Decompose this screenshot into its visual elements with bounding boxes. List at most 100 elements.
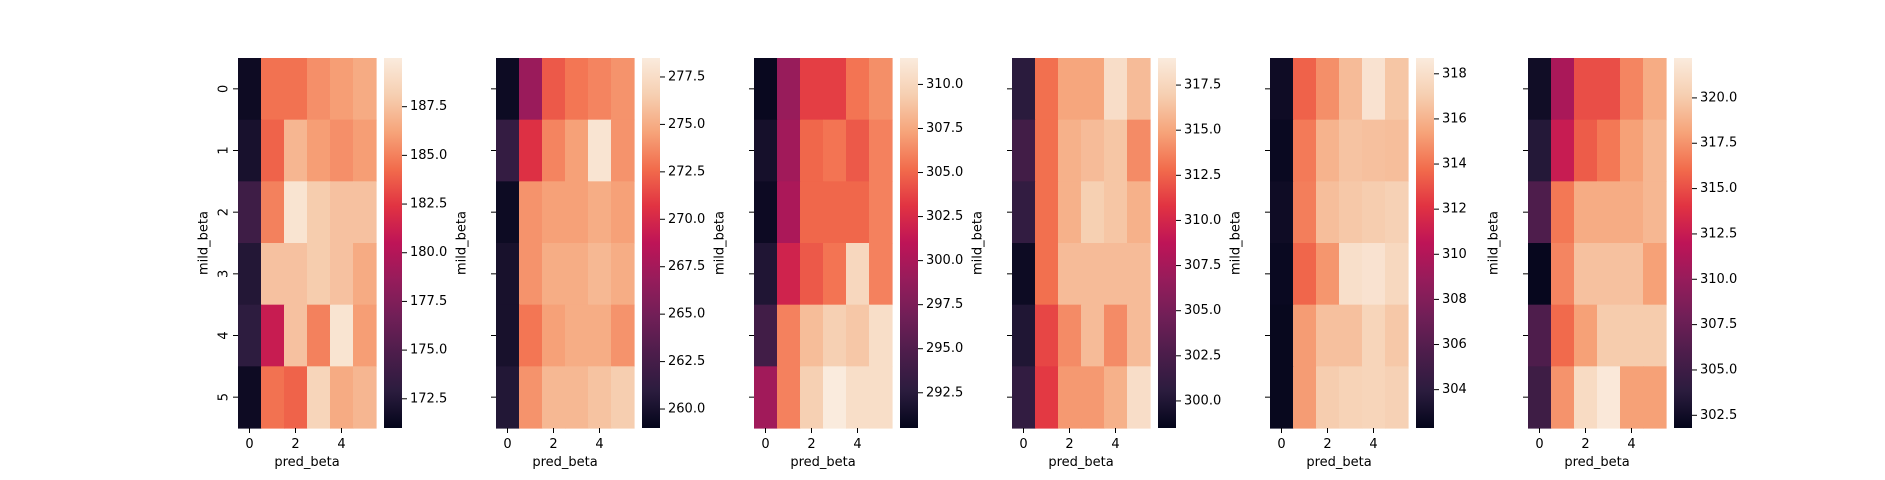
heatmap-cell-r5-c0 — [1012, 366, 1036, 429]
heatmap-cell-r3-c0 — [1012, 243, 1036, 306]
heatmap-cell-r4-c3 — [823, 304, 847, 367]
colorbar-tick-label: 312.5 — [1700, 226, 1737, 241]
colorbar-tick-label: 180.0 — [410, 245, 447, 260]
heatmap-cell-r0-c1 — [261, 58, 285, 121]
heatmap-cell-r4-c0 — [1012, 304, 1036, 367]
heatmap-cell-r2-c5 — [611, 181, 635, 244]
heatmap-cell-r5-c5 — [1127, 366, 1151, 429]
heatmap-cell-r3-c5 — [353, 243, 377, 306]
heatmap-cell-r4-c2 — [284, 304, 308, 367]
heatmap-cell-r2-c2 — [1316, 181, 1340, 244]
heatmap-cell-r4-c0 — [754, 304, 778, 367]
heatmap-cell-r5-c3 — [823, 366, 847, 429]
heatmap-cell-r3-c2 — [1574, 243, 1598, 306]
heatmap-cell-r2-c5 — [1643, 181, 1667, 244]
colorbar-tick-label: 312.5 — [1184, 168, 1221, 183]
y-tick-label: 5 — [217, 393, 232, 401]
colorbar-tick-label: 310.0 — [926, 77, 963, 92]
colorbar — [900, 58, 918, 428]
colorbar-tick-label: 315.0 — [1184, 123, 1221, 138]
colorbar-tick-label: 265.0 — [668, 307, 705, 322]
heatmap-cell-r0-c2 — [1058, 58, 1082, 121]
heatmap-cell-r1-c1 — [519, 119, 543, 182]
colorbar-tick-label: 302.5 — [1700, 408, 1737, 423]
colorbar-tick-label: 310 — [1442, 247, 1467, 262]
heatmap-cell-r4-c0 — [238, 304, 262, 367]
heatmap-cell-r1-c3 — [307, 119, 331, 182]
y-tick-label: 0 — [217, 85, 232, 93]
y-axis-label: mild_beta — [455, 211, 470, 275]
heatmap-cell-r3-c2 — [542, 243, 566, 306]
heatmap-cell-r3-c1 — [1551, 243, 1575, 306]
heatmap-cell-r2-c3 — [1081, 181, 1105, 244]
heatmap-cell-r3-c2 — [1316, 243, 1340, 306]
heatmap-cell-r2-c5 — [869, 181, 893, 244]
heatmap-cell-r1-c1 — [261, 119, 285, 182]
heatmap-cell-r1-c4 — [330, 119, 354, 182]
heatmap-cell-r2-c1 — [519, 181, 543, 244]
x-tick-label: 0 — [503, 437, 511, 452]
heatmap-cell-r4-c2 — [800, 304, 824, 367]
heatmap-cell-r2-c1 — [261, 181, 285, 244]
heatmap-cell-r5-c2 — [284, 366, 308, 429]
heatmap-cell-r0-c4 — [1104, 58, 1128, 121]
heatmap-cell-r0-c1 — [1293, 58, 1317, 121]
heatmap-cell-r3-c0 — [1528, 243, 1552, 306]
colorbar-tick-label: 320.0 — [1700, 90, 1737, 105]
x-tick-label: 2 — [1065, 437, 1073, 452]
heatmap-cell-r5-c5 — [611, 366, 635, 429]
heatmap-cell-r3-c5 — [611, 243, 635, 306]
heatmap-cell-r0-c3 — [307, 58, 331, 121]
colorbar — [1158, 58, 1176, 428]
heatmap-cell-r0-c3 — [565, 58, 589, 121]
heatmap-cell-r5-c2 — [800, 366, 824, 429]
heatmap-cell-r0-c5 — [1127, 58, 1151, 121]
heatmap-cell-r2-c2 — [800, 181, 824, 244]
heatmap-cell-r1-c0 — [754, 119, 778, 182]
heatmap-cell-r0-c0 — [1012, 58, 1036, 121]
heatmap-cell-r0-c5 — [1643, 58, 1667, 121]
heatmap-cell-r5-c4 — [330, 366, 354, 429]
colorbar-tick-label: 305.0 — [926, 165, 963, 180]
heatmap-cell-r3-c4 — [1362, 243, 1386, 306]
colorbar-tick-label: 187.5 — [410, 99, 447, 114]
heatmap-cell-r3-c2 — [1058, 243, 1082, 306]
heatmap-cell-r2-c1 — [1551, 181, 1575, 244]
heatmap-cell-r1-c2 — [1574, 119, 1598, 182]
heatmap-cell-r3-c0 — [238, 243, 262, 306]
x-tick-label: 4 — [1369, 437, 1377, 452]
heatmap-cell-r0-c0 — [496, 58, 520, 121]
x-tick-label: 4 — [1111, 437, 1119, 452]
heatmap-cell-r2-c4 — [1104, 181, 1128, 244]
heatmap-cell-r5-c4 — [846, 366, 870, 429]
heatmap-cell-r5-c1 — [1035, 366, 1059, 429]
colorbar-tick-label: 306 — [1442, 337, 1467, 352]
y-tick-label: 2 — [217, 208, 232, 216]
heatmap-cell-r1-c4 — [588, 119, 612, 182]
heatmap-cell-r0-c2 — [800, 58, 824, 121]
heatmap-cell-r4-c2 — [542, 304, 566, 367]
heatmap-cell-r0-c3 — [823, 58, 847, 121]
heatmap-cell-r5-c3 — [307, 366, 331, 429]
colorbar — [1416, 58, 1434, 428]
heatmap-panel-2: 0 2 4 pred_beta mild_beta 260.0 262.5 265.0 267.… — [455, 58, 705, 470]
heatmap-cell-r2-c0 — [496, 181, 520, 244]
heatmap-cell-r1-c0 — [238, 119, 262, 182]
heatmap-cell-r0-c5 — [611, 58, 635, 121]
colorbar-tick-label: 317.5 — [1700, 136, 1737, 151]
heatmap-cell-r1-c2 — [800, 119, 824, 182]
x-axis-label: pred_beta — [1048, 455, 1113, 470]
x-tick-label: 4 — [1627, 437, 1635, 452]
x-tick-label: 2 — [1581, 437, 1589, 452]
x-axis-label: pred_beta — [1564, 455, 1629, 470]
heatmap-cell-r0-c2 — [1574, 58, 1598, 121]
heatmap-cell-r2-c2 — [284, 181, 308, 244]
y-axis-label: mild_beta — [713, 211, 728, 275]
colorbar-tick-label: 185.0 — [410, 148, 447, 163]
x-tick-label: 4 — [853, 437, 861, 452]
heatmap-cell-r5-c5 — [1643, 366, 1667, 429]
x-tick-label: 4 — [595, 437, 603, 452]
x-axis-label: pred_beta — [532, 455, 597, 470]
heatmap-cell-r1-c1 — [1035, 119, 1059, 182]
heatmap-cell-r2-c4 — [846, 181, 870, 244]
